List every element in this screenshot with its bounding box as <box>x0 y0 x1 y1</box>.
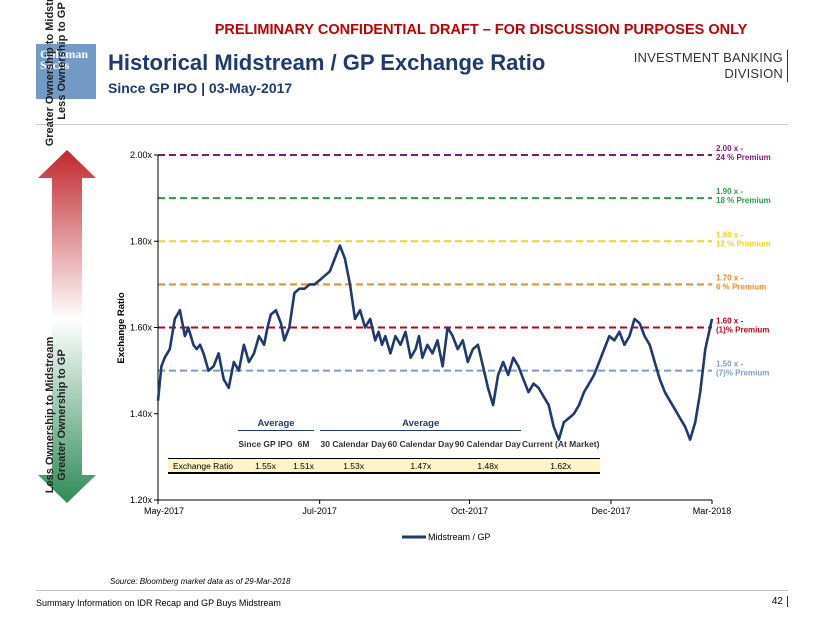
division-line-1: INVESTMENT BANKING <box>633 50 783 65</box>
col-header-since-ipo: Since GP IPO <box>238 439 293 449</box>
x-tick-label-1: Jul-2017 <box>302 506 337 516</box>
averages-table: Average Average Since GP IPO 6M 30 Calen… <box>168 416 600 474</box>
row-label: Exchange Ratio <box>168 458 238 474</box>
reference-label-value-4: 1.60 x - <box>716 317 743 326</box>
y-tick-label-4: 2.00x <box>130 150 153 160</box>
col-header-90d: 90 Calendar Day <box>454 439 521 449</box>
y-axis-ticks: 1.20x 1.40x 1.60x 1.80x 2.00x <box>130 150 158 505</box>
page-number: 42 <box>772 596 788 607</box>
logo-line-1: Goldman <box>40 47 89 61</box>
reference-label-premium-0: 24 % Premium <box>716 153 771 162</box>
division-line-2: DIVISION <box>724 66 783 81</box>
division-label: INVESTMENT BANKING DIVISION <box>634 50 788 82</box>
y-axis-label: Exchange Ratio <box>116 292 127 363</box>
page-title: Historical Midstream / GP Exchange Ratio <box>108 50 546 75</box>
reference-label-value-0: 2.00 x - <box>716 144 743 153</box>
value-since-ipo: 1.55x <box>238 458 293 474</box>
reference-label-premium-3: 6 % Premium <box>716 282 766 291</box>
page-subtitle: Since GP IPO | 03-May-2017 <box>108 80 293 96</box>
reference-label-value-5: 1.50 x - <box>716 360 743 369</box>
y-tick-label-1: 1.40x <box>130 409 153 419</box>
reference-label-value-3: 1.70 x - <box>716 273 743 282</box>
source-note: Source: Bloomberg market data as of 29-M… <box>110 577 291 586</box>
value-60d: 1.47x <box>387 458 455 474</box>
y-tick-label-3: 1.80x <box>130 236 153 246</box>
value-30d: 1.53x <box>320 458 388 474</box>
reference-label-premium-5: (7)% Premium <box>716 369 769 378</box>
x-tick-label-2: Oct-2017 <box>451 506 488 516</box>
col-header-current: Current (At Market) <box>521 438 600 449</box>
reference-label-value-1: 1.90 x - <box>716 187 743 196</box>
footer-text: Summary Information on IDR Recap and GP … <box>36 598 281 608</box>
value-current: 1.62x <box>521 458 600 474</box>
company-logo: Goldman Sachs <box>36 44 96 99</box>
legend-label: Midstream / GP <box>428 532 491 542</box>
bottom-divider <box>36 590 788 591</box>
table-row: Exchange Ratio 1.55x 1.51x 1.53x 1.47x 1… <box>168 458 600 474</box>
reference-label-value-2: 1.80 x - <box>716 230 743 239</box>
average-group-2: Average <box>320 416 522 431</box>
y-tick-label-2: 1.60x <box>130 323 153 333</box>
y-tick-label-0: 1.20x <box>130 495 153 505</box>
logo-text: Goldman Sachs <box>40 47 89 72</box>
series-line-midstream-gp <box>156 244 714 441</box>
top-divider <box>36 124 788 125</box>
reference-label-premium-1: 18 % Premium <box>716 196 771 205</box>
value-90d: 1.48x <box>454 458 522 474</box>
col-header-30d: 30 Calendar Day <box>320 439 387 449</box>
x-axis-ticks: May-2017 Jul-2017 Oct-2017 Dec-2017 Mar-2018 <box>144 500 731 516</box>
reference-label-premium-2: 12 % Premium <box>716 239 771 248</box>
chart-legend: Midstream / GP <box>402 532 491 542</box>
x-tick-label-3: Dec-2017 <box>591 506 630 516</box>
col-header-60d: 60 Calendar Day <box>387 439 454 449</box>
logo-line-2: Sachs <box>40 58 70 72</box>
reference-label-premium-4: (1)% Premium <box>716 326 769 335</box>
x-tick-label-0: May-2017 <box>144 506 184 516</box>
x-tick-label-4: Mar-2018 <box>693 506 732 516</box>
double-arrow-icon <box>38 150 96 503</box>
confidential-banner: PRELIMINARY CONFIDENTIAL DRAFT – FOR DIS… <box>214 22 748 38</box>
col-header-6m: 6M <box>297 439 310 449</box>
reference-lines: 2.00 x -24 % Premium 1.90 x -18 % Premium… <box>158 144 771 378</box>
average-group-1: Average <box>238 416 315 431</box>
ownership-double-arrow: Greater Ownership to Midstream Less Owne… <box>38 0 96 503</box>
value-6m: 1.51x <box>292 458 315 474</box>
